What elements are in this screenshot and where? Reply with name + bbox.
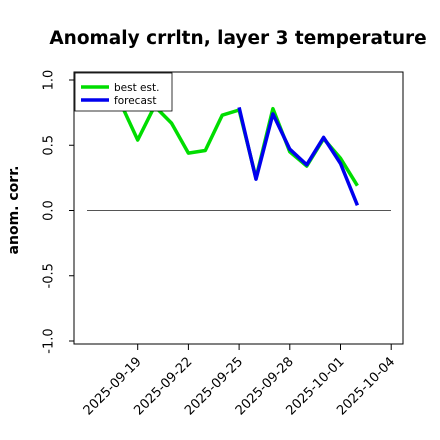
- y-tick-label: 0.0: [42, 200, 57, 221]
- y-tick-label: -1.0: [42, 328, 57, 353]
- series-layer: [85, 79, 360, 206]
- plot-frame: [73, 71, 404, 345]
- x-axis: 2025-09-192025-09-222025-09-252025-09-28…: [81, 344, 398, 418]
- plot-area: [73, 71, 404, 345]
- y-axis-label: anom. corr.: [6, 166, 22, 255]
- y-tick-label: -0.5: [42, 263, 57, 288]
- y-tick-label: 0.5: [42, 135, 57, 156]
- legend-label-best-est: best est.: [114, 82, 159, 94]
- chart-title: Anomaly crrltn, layer 3 temperature: [49, 28, 426, 49]
- legend-label-forecast: forecast: [114, 95, 156, 107]
- legend: best est. forecast: [74, 72, 173, 112]
- y-axis: -1.0 -0.5 0.0 0.5 1.0: [42, 70, 74, 354]
- legend-box: [74, 72, 173, 112]
- y-tick-label: 1.0: [42, 70, 57, 91]
- series-line-forecast: [237, 106, 360, 206]
